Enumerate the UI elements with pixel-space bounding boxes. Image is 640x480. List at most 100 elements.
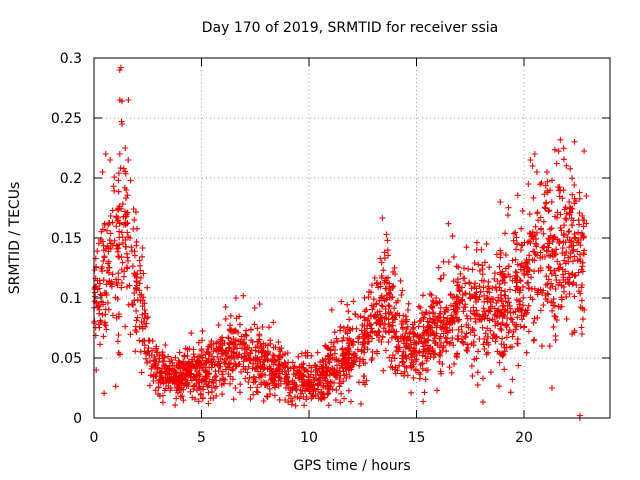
- data-point: [533, 169, 540, 175]
- data-point: [458, 297, 465, 304]
- data-point: [243, 332, 250, 339]
- data-point: [139, 311, 146, 318]
- data-point: [534, 209, 541, 216]
- data-point: [487, 369, 494, 376]
- data-point: [578, 324, 585, 331]
- data-point: [104, 227, 110, 234]
- data-point: [119, 234, 126, 241]
- data-point: [109, 219, 116, 226]
- data-point: [110, 183, 117, 190]
- data-point: [268, 366, 274, 373]
- data-point: [437, 311, 444, 317]
- data-point: [137, 262, 143, 269]
- data-point: [394, 367, 401, 374]
- data-point: [354, 346, 361, 353]
- data-point: [428, 292, 435, 299]
- data-point: [308, 368, 314, 375]
- data-point: [213, 377, 219, 384]
- data-point: [238, 354, 245, 360]
- data-point: [172, 368, 179, 375]
- data-point: [142, 310, 149, 317]
- data-point: [438, 326, 445, 332]
- data-point: [393, 299, 400, 306]
- data-point: [271, 371, 278, 378]
- data-point: [551, 267, 558, 274]
- data-point: [199, 328, 206, 335]
- data-point: [551, 146, 558, 153]
- data-point: [152, 356, 159, 363]
- data-point: [176, 361, 182, 368]
- data-point: [100, 247, 107, 254]
- data-point: [389, 319, 396, 326]
- data-point: [144, 349, 151, 356]
- data-point: [122, 145, 129, 151]
- data-point: [114, 296, 121, 302]
- data-point: [107, 230, 114, 237]
- data-point: [226, 354, 233, 361]
- data-point: [103, 291, 110, 298]
- data-point: [566, 244, 573, 251]
- data-point: [376, 297, 383, 304]
- data-point: [547, 252, 554, 259]
- data-point: [338, 390, 345, 397]
- data-point: [528, 274, 535, 281]
- data-point: [571, 138, 578, 145]
- data-point: [502, 307, 509, 314]
- data-point: [491, 275, 498, 282]
- data-point: [113, 280, 120, 287]
- data-point: [510, 309, 517, 316]
- data-point: [99, 311, 106, 318]
- data-point: [434, 387, 440, 394]
- data-point: [479, 271, 486, 278]
- data-point: [432, 332, 439, 339]
- data-point: [401, 372, 407, 379]
- data-point: [480, 399, 486, 406]
- data-point: [552, 272, 559, 279]
- data-point: [344, 330, 351, 337]
- data-point: [481, 292, 488, 299]
- data-point: [563, 216, 570, 223]
- data-point: [464, 315, 471, 322]
- data-point: [529, 296, 536, 303]
- data-point: [242, 341, 249, 348]
- data-point: [181, 382, 188, 389]
- data-point: [512, 256, 519, 263]
- data-point: [360, 339, 366, 346]
- data-point: [386, 291, 393, 297]
- data-point: [472, 291, 478, 298]
- data-point: [238, 368, 244, 375]
- data-point: [551, 313, 558, 319]
- data-point: [382, 285, 389, 292]
- data-point: [454, 282, 461, 289]
- data-point: [445, 259, 452, 265]
- data-point: [143, 355, 149, 362]
- data-point: [389, 294, 396, 300]
- data-point: [558, 294, 565, 301]
- data-point: [480, 284, 487, 291]
- data-point: [513, 234, 520, 241]
- data-point: [333, 387, 340, 394]
- data-point: [177, 369, 184, 376]
- data-point: [150, 373, 157, 380]
- data-point: [123, 187, 130, 193]
- data-point: [114, 242, 120, 249]
- data-point: [155, 391, 161, 398]
- data-point: [430, 299, 437, 306]
- data-point: [514, 240, 520, 247]
- data-point: [115, 253, 122, 260]
- data-point: [292, 393, 298, 400]
- data-point: [227, 380, 233, 387]
- data-point: [109, 271, 116, 278]
- data-point: [285, 367, 292, 374]
- data-point: [579, 212, 586, 219]
- data-point: [448, 302, 454, 309]
- data-point: [115, 177, 122, 184]
- data-point: [266, 385, 273, 392]
- data-point: [560, 283, 567, 290]
- data-point: [246, 357, 253, 364]
- data-point: [215, 322, 222, 328]
- data-point: [416, 349, 422, 356]
- data-point: [504, 315, 511, 322]
- data-point: [579, 331, 585, 337]
- data-point: [379, 215, 386, 222]
